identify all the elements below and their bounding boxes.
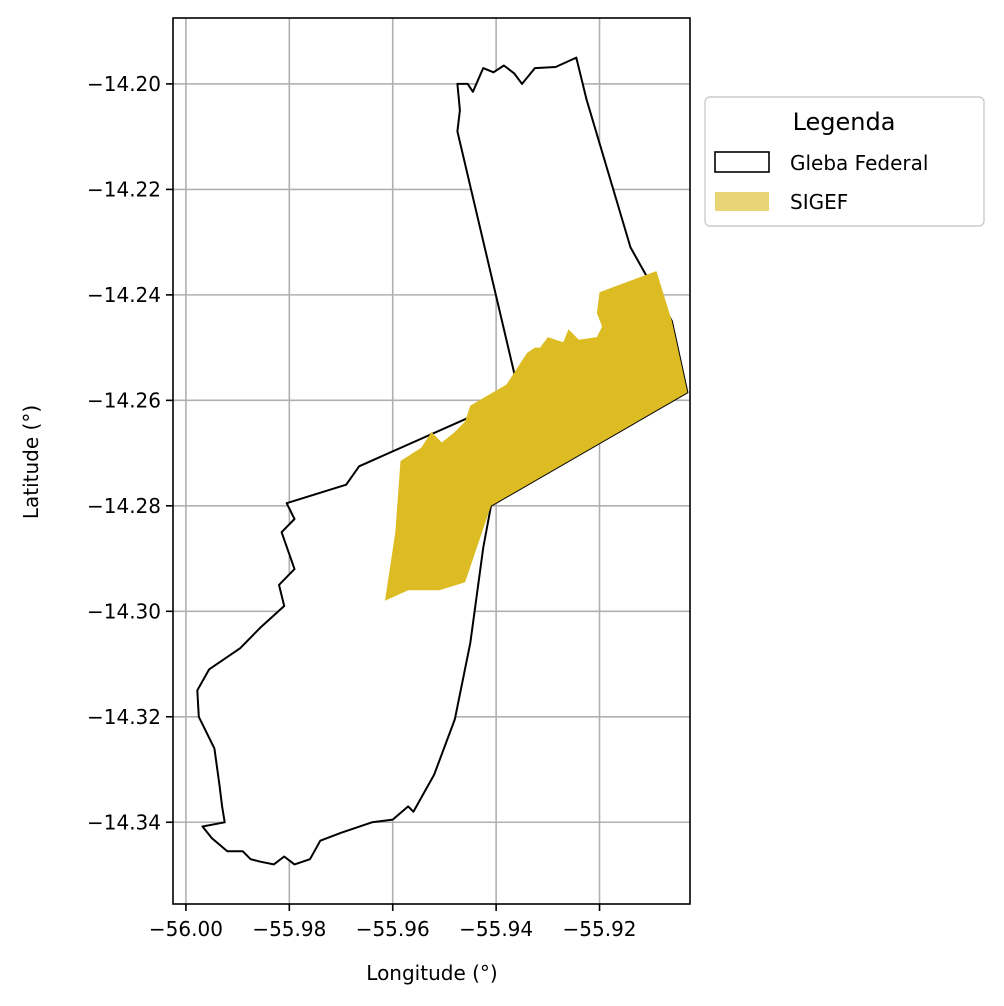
legend-swatch-gleba-federal bbox=[714, 151, 770, 173]
legend-swatch-sigef bbox=[715, 192, 769, 211]
y-tick-label: −14.22 bbox=[87, 177, 161, 201]
y-tick-label: −14.26 bbox=[87, 388, 161, 412]
y-tick-label: −14.30 bbox=[87, 599, 161, 623]
legend: Legenda Gleba Federal SIGEF bbox=[704, 96, 985, 227]
axis-ticks: −56.00 −55.98 −55.96 −55.94 −55.92 −14.20 −14.… bbox=[87, 72, 637, 941]
y-tick-label: −14.20 bbox=[87, 72, 161, 96]
legend-label-gleba-federal: Gleba Federal bbox=[790, 151, 928, 175]
legend-box bbox=[704, 96, 985, 227]
x-axis-label: Longitude (°) bbox=[366, 961, 497, 985]
y-tick-label: −14.34 bbox=[87, 810, 161, 834]
y-axis-label: Latitude (°) bbox=[19, 405, 43, 519]
x-tick-label: −55.94 bbox=[459, 917, 533, 941]
x-tick-label: −56.00 bbox=[149, 917, 223, 941]
map-polygons bbox=[196, 56, 689, 866]
x-tick-label: −55.98 bbox=[252, 917, 326, 941]
legend-label-sigef: SIGEF bbox=[790, 190, 848, 214]
legend-title: Legenda bbox=[793, 108, 896, 136]
x-tick-label: −55.96 bbox=[356, 917, 430, 941]
plot-frame bbox=[172, 17, 691, 905]
y-tick-label: −14.32 bbox=[87, 705, 161, 729]
y-tick-label: −14.28 bbox=[87, 494, 161, 518]
y-tick-label: −14.24 bbox=[87, 283, 161, 307]
sigef-polygon bbox=[385, 271, 688, 601]
x-tick-label: −55.92 bbox=[563, 917, 637, 941]
